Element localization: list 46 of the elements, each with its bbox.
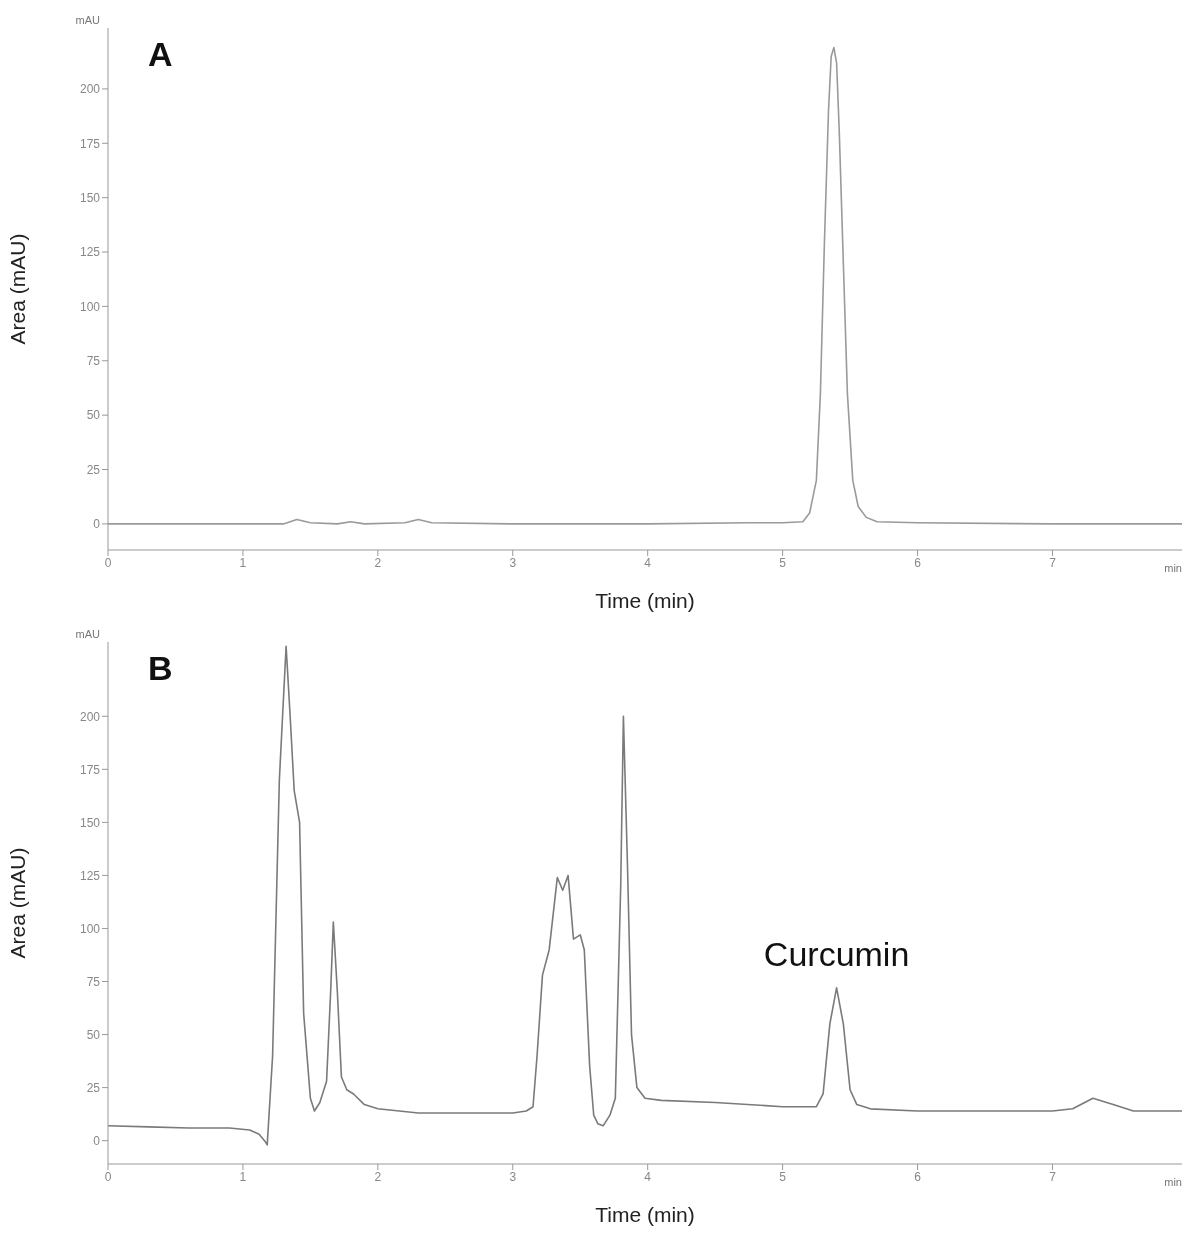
y-tick-label: 50 xyxy=(86,408,101,423)
text: mAU xyxy=(75,14,101,26)
chart-title: B xyxy=(148,649,173,687)
y-tick-label: 0 xyxy=(93,517,101,532)
x-tick-label: 2 xyxy=(374,555,382,570)
x-tick-label: 4 xyxy=(644,555,652,570)
x-tick-label: 3 xyxy=(509,1169,517,1184)
x-tick-label: 7 xyxy=(1049,555,1057,570)
y-tick-label: 200 xyxy=(79,82,101,97)
y-tick-label: 200 xyxy=(79,709,101,724)
y-tick-label: 175 xyxy=(79,136,101,151)
y-tick-label: 100 xyxy=(79,299,101,314)
annotation: Curcumin xyxy=(763,934,910,973)
y-axis-title: Area (mAU) xyxy=(6,233,30,345)
x-axis-title: Time (min) xyxy=(595,1203,695,1226)
y-tick-label: 150 xyxy=(79,815,101,830)
y-tick-label: 50 xyxy=(86,1027,101,1042)
y-tick-label: 25 xyxy=(86,462,101,477)
x-tick-label: 1 xyxy=(239,1169,247,1184)
y-tick-label: 25 xyxy=(86,1080,101,1095)
text: min xyxy=(1164,562,1182,574)
y-tick-label: 75 xyxy=(86,974,101,989)
line-series xyxy=(108,645,1182,1146)
y-axis-title: Area (mAU) xyxy=(6,847,30,959)
text: min xyxy=(1164,1176,1182,1188)
y-tick-label: 100 xyxy=(79,921,101,936)
x-tick-label: 6 xyxy=(914,1169,922,1184)
x-tick-label: 1 xyxy=(239,555,247,570)
x-tick-label: 2 xyxy=(374,1169,382,1184)
x-tick-label: 5 xyxy=(779,555,787,570)
x-tick-label: 0 xyxy=(104,1169,112,1184)
y-tick-label: 150 xyxy=(79,190,101,205)
y-tick-label: 175 xyxy=(79,762,101,777)
y-tick-label: 0 xyxy=(93,1133,101,1148)
x-tick-label: 7 xyxy=(1049,1169,1057,1184)
chart-title: A xyxy=(148,35,173,73)
x-axis-title: Time (min) xyxy=(595,589,695,612)
x-tick-label: 4 xyxy=(644,1169,652,1184)
y-tick-label: 125 xyxy=(79,868,101,883)
y-tick-label: 75 xyxy=(86,354,101,369)
x-tick-label: 0 xyxy=(104,555,112,570)
text: mAU xyxy=(75,628,101,640)
x-tick-label: 6 xyxy=(914,555,922,570)
x-tick-label: 3 xyxy=(509,555,517,570)
y-tick-label: 125 xyxy=(79,245,101,260)
x-tick-label: 5 xyxy=(779,1169,787,1184)
